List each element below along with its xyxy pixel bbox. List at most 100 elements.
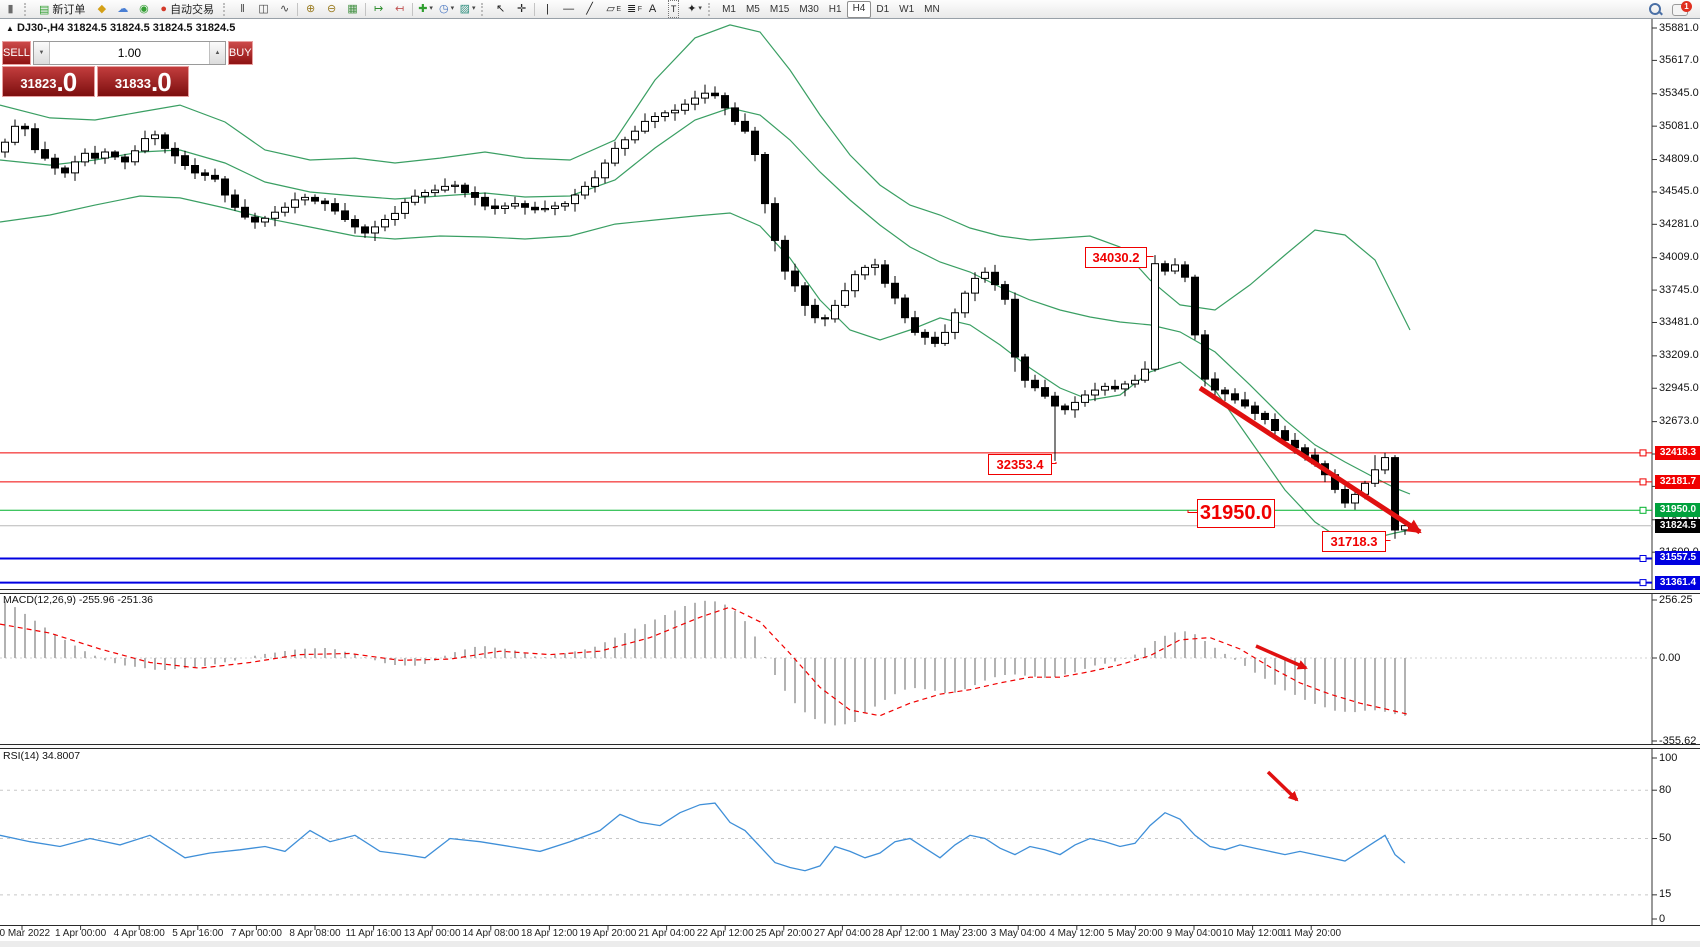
left-edge-icon[interactable]: ▮: [7, 3, 14, 15]
price-tag-32181.7: 32181.7: [1655, 474, 1700, 489]
auto-scroll-icon[interactable]: ↦: [373, 3, 384, 15]
candles: [1, 84, 1409, 539]
macd-axis-label: 256.25: [1659, 593, 1693, 606]
bar-chart-icon[interactable]: ǁ: [240, 3, 245, 15]
price-axis-label: 33745.0: [1659, 283, 1699, 296]
line-anchor-square[interactable]: [1639, 506, 1647, 514]
price-axis-label: 34809.0: [1659, 153, 1699, 166]
time-axis-label: 22 Apr 12:00: [696, 928, 754, 939]
crosshair-icon[interactable]: ✛: [516, 3, 527, 15]
signals-icon[interactable]: ◉: [139, 3, 149, 15]
collapse-marker-icon[interactable]: ▲: [6, 24, 14, 33]
bollinger-lower-band[interactable]: [0, 195, 1411, 543]
auto-trading-button[interactable]: ● 自动交易: [160, 3, 215, 16]
trendline-icon[interactable]: ╱: [586, 3, 593, 15]
chart-shift-icon[interactable]: ↤: [394, 3, 405, 15]
time-axis-label: 18 Apr 12:00: [521, 928, 578, 939]
notification-badge: 1: [1681, 0, 1692, 12]
toolbar-separator: [365, 2, 367, 16]
timeframe-d1[interactable]: D1: [876, 3, 890, 15]
macd-rsi-splitter[interactable]: [0, 744, 1700, 749]
trend-arrow[interactable]: [1198, 385, 1422, 535]
timeframe-m5[interactable]: M5: [745, 3, 760, 15]
templates-icon[interactable]: ▨ ▾: [459, 3, 476, 15]
price-axis-label: 34545.0: [1659, 185, 1699, 198]
search-icon[interactable]: [1648, 2, 1663, 16]
time-axis-label: 1 Apr 00:00: [55, 928, 107, 939]
zoom-out-icon[interactable]: ⊖: [326, 3, 337, 15]
sell-price-big: .0: [56, 67, 77, 97]
bollinger-upper-band[interactable]: [0, 24, 1411, 331]
line-anchor-square[interactable]: [1639, 478, 1647, 486]
time-axis-label: 4 May 12:00: [1049, 928, 1105, 939]
time-axis-label: 28 Apr 12:00: [872, 928, 930, 939]
bollinger-middle-band[interactable]: [0, 107, 1411, 495]
macd-signal-line: [0, 606, 1411, 717]
trend-arrow[interactable]: [1255, 644, 1308, 670]
time-axis-label: 11 May 20:00: [1281, 928, 1342, 939]
price-callout-31718.3[interactable]: 31718.3: [1322, 531, 1386, 552]
toolbar-grip: [223, 2, 229, 16]
toolbar-grip: [24, 2, 30, 16]
time-axis-label: 11 Apr 16:00: [345, 928, 402, 939]
price-axis-label: 33481.0: [1659, 315, 1699, 328]
rsi-axis-label: 50: [1659, 832, 1672, 844]
price-axis-label: 35081.0: [1659, 119, 1699, 132]
candlestick-chart-icon[interactable]: ◫: [258, 3, 269, 15]
line-chart-icon[interactable]: ∿: [279, 3, 290, 15]
new-order-button[interactable]: ▤ 新订单: [39, 3, 86, 17]
buy-price-main: 31833: [114, 76, 151, 91]
price-axis-label: 32673.0: [1659, 415, 1699, 428]
main-macd-splitter[interactable]: [0, 589, 1700, 594]
zoom-in-icon[interactable]: ⊕: [305, 3, 316, 15]
text-icon[interactable]: A: [648, 3, 657, 15]
trend-arrow[interactable]: [1266, 770, 1299, 802]
timeframe-w1[interactable]: W1: [899, 3, 915, 15]
fibonacci-retracement-icon[interactable]: ≣ F: [626, 3, 643, 15]
cursor-icon[interactable]: ↖: [495, 3, 506, 15]
rsi-axis-label: 100: [1659, 751, 1678, 764]
toolbar-grip: [481, 2, 487, 16]
price-tag-31824.5: 31824.5: [1655, 518, 1700, 533]
history-center-icon[interactable]: ◆: [97, 3, 107, 15]
timeframe-mn[interactable]: MN: [924, 3, 940, 15]
rsi-axis-label: 0: [1659, 912, 1666, 925]
price-callout-34030.2[interactable]: 34030.2: [1085, 247, 1147, 268]
volume-decrease-button[interactable]: ▼: [33, 42, 50, 64]
toolbar-grip: [708, 2, 714, 16]
indicators-icon[interactable]: ✚ ▾: [418, 3, 433, 15]
time-axis-label: 5 May 20:00: [1107, 928, 1163, 939]
volume-increase-button[interactable]: ▲: [208, 42, 225, 64]
chat-icon[interactable]: 1: [1672, 0, 1692, 17]
time-axis-label: 27 Apr 04:00: [814, 928, 871, 939]
periods-icon[interactable]: ◷ ▾: [439, 3, 455, 15]
sell-price-display[interactable]: 31823.0: [2, 66, 95, 97]
timeframe-m30[interactable]: M30: [799, 3, 819, 15]
tile-windows-icon[interactable]: ▦: [347, 3, 358, 15]
timeframe-m1[interactable]: M1: [722, 3, 736, 15]
horizontal-line-icon[interactable]: —: [563, 3, 575, 15]
timeframe-h4[interactable]: H4: [846, 0, 872, 18]
price-callout-31950.0[interactable]: 31950.0: [1197, 499, 1275, 528]
callout-connector: [1145, 256, 1154, 257]
text-label-icon[interactable]: T: [663, 0, 684, 18]
arrows-icon[interactable]: ✦ ▾: [687, 3, 702, 15]
line-anchor-square[interactable]: [1639, 579, 1647, 587]
volume-input[interactable]: [49, 42, 209, 64]
community-icon[interactable]: ☁: [117, 3, 129, 15]
price-axis-label: 35881.0: [1659, 21, 1699, 34]
line-anchor-square[interactable]: [1639, 449, 1647, 457]
sell-button[interactable]: SELL: [2, 41, 31, 65]
price-tag-32418.3: 32418.3: [1655, 445, 1700, 460]
buy-price-display[interactable]: 31833.0: [96, 66, 189, 97]
equidistant-channel-icon[interactable]: ▱ E: [606, 3, 622, 15]
time-axis-label: 9 May 04:00: [1166, 928, 1222, 939]
vertical-line-icon[interactable]: |: [546, 3, 549, 15]
timeframe-m15[interactable]: M15: [769, 3, 790, 15]
price-axis-label: 33209.0: [1659, 349, 1699, 362]
price-callout-32353.4[interactable]: 32353.4: [988, 454, 1052, 475]
timeframe-h1[interactable]: H1: [828, 3, 842, 15]
buy-button[interactable]: BUY: [227, 41, 253, 65]
line-anchor-square[interactable]: [1639, 555, 1647, 562]
